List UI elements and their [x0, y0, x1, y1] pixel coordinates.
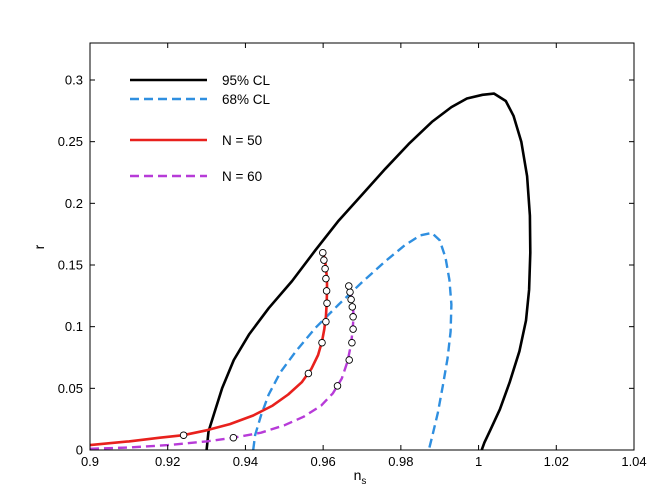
marker-n60-5	[349, 313, 357, 321]
marker-n50-4	[323, 299, 331, 307]
marker-n50-3	[322, 317, 330, 326]
marker-n60-8	[346, 288, 354, 296]
legend-label-68-cl: 68% CL	[222, 92, 271, 107]
x-tick-label-1: 0.92	[155, 454, 180, 469]
marker-n50-8	[320, 256, 328, 264]
x-axis-label: ns	[354, 467, 367, 487]
y-tick-label-0: 0	[76, 443, 83, 458]
plot-frame	[89, 42, 635, 451]
x-tick-label-0: 0.9	[81, 454, 99, 469]
marker-n60-9	[345, 282, 353, 290]
x-tick-label-5: 1	[475, 454, 482, 469]
x-axis-label-subscript: s	[361, 476, 366, 487]
marker-n60-7	[347, 295, 355, 304]
marker-n50-9	[319, 248, 327, 257]
x-tick-label-2: 0.94	[233, 454, 258, 469]
plot-area	[90, 43, 634, 450]
marker-n50-2	[318, 338, 326, 347]
y-axis-label: r	[31, 244, 47, 249]
marker-n60-2	[345, 356, 353, 364]
legend: 95% CL 68% CL N = 50 N = 60	[130, 73, 271, 184]
legend-label-n-60: N = 60	[222, 169, 262, 184]
marker-n50-6	[322, 274, 330, 283]
marker-n50-0	[179, 431, 188, 439]
legend-label-n-50: N = 50	[222, 133, 262, 148]
y-tick-labels: 0 0.05 0.1 0.15 0.2 0.25 0.3	[58, 73, 83, 458]
marker-n50-7	[321, 264, 329, 273]
marker-layer	[179, 248, 357, 442]
marker-n50-1	[304, 369, 313, 378]
marker-n60-4	[349, 325, 357, 333]
marker-n60-3	[348, 338, 356, 347]
y-tick-label-6: 0.3	[65, 73, 83, 88]
marker-n60-6	[348, 303, 357, 311]
y-tick-label-1: 0.05	[58, 381, 83, 396]
x-axis-label-main: n	[354, 467, 362, 483]
y-tick-label-3: 0.15	[58, 258, 83, 273]
x-tick-label-7: 1.04	[621, 454, 646, 469]
y-tick-label-5: 0.25	[58, 134, 83, 149]
series-line-95-cl	[205, 92, 532, 450]
y-tick-label-4: 0.2	[65, 196, 83, 211]
marker-n50-5	[322, 287, 331, 295]
x-tick-labels: 0.9 0.92 0.94 0.96 0.98 1 1.02 1.04	[81, 454, 647, 469]
y-tick-label-2: 0.1	[65, 319, 83, 334]
marker-n60-1	[333, 382, 342, 390]
marker-n60-0	[229, 433, 238, 442]
series-line-68-cl	[252, 231, 453, 450]
x-tick-label-3: 0.96	[310, 454, 335, 469]
legend-label-95-cl: 95% CL	[222, 73, 271, 88]
x-tick-label-6: 1.02	[544, 454, 569, 469]
tick-layer	[89, 43, 635, 451]
x-tick-label-4: 0.98	[388, 454, 413, 469]
